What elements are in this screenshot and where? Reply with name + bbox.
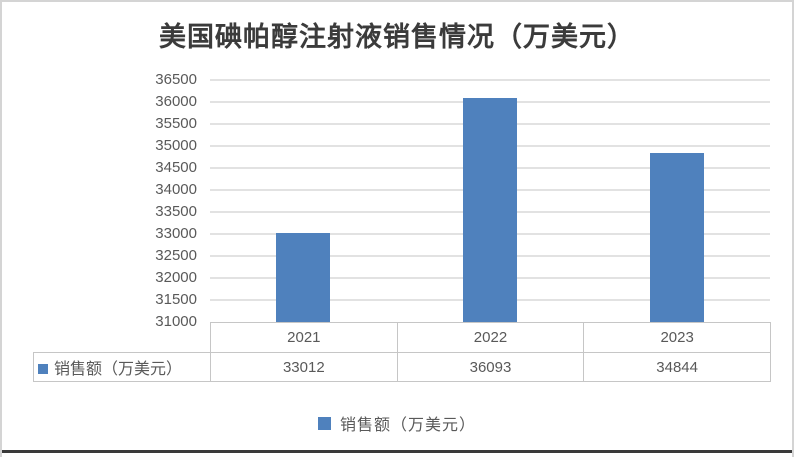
category-cell-2023: 2023	[583, 322, 771, 353]
y-axis-tick-label: 33000	[155, 225, 197, 242]
y-axis-tick-label: 33500	[155, 203, 197, 220]
y-axis-tick-label: 31000	[155, 313, 197, 330]
legend-label: 销售额（万美元）	[339, 417, 476, 434]
table-corner-cell	[34, 323, 211, 353]
gridline	[210, 79, 770, 81]
legend-key-swatch	[317, 416, 331, 430]
category-cell-2022: 2022	[396, 322, 585, 353]
category-cell-2021: 2021	[210, 322, 398, 353]
legend: 销售额（万美元）	[2, 411, 792, 435]
y-axis-tick-label: 36500	[155, 71, 197, 88]
bottom-border-line	[2, 450, 792, 453]
series-row-header-label: 销售额（万美元）	[54, 361, 183, 378]
y-axis-tick-label: 35000	[155, 137, 197, 154]
y-axis-tick-label: 32500	[155, 247, 197, 264]
bar-2023	[649, 152, 704, 322]
chart-title: 美国碘帕醇注射液销售情况（万美元）	[159, 22, 635, 52]
value-cell-2022: 36093	[396, 352, 585, 382]
y-axis-tick-label: 36000	[155, 93, 197, 110]
series-key-swatch	[38, 363, 48, 374]
y-axis-tick-label: 31500	[155, 291, 197, 308]
y-axis-tick-label: 32000	[155, 269, 197, 286]
value-cell-2021: 33012	[210, 352, 398, 382]
y-axis-tick-label: 35500	[155, 115, 197, 132]
value-cell-2023: 34844	[583, 352, 771, 382]
y-axis-tick-label: 34000	[155, 181, 197, 198]
chart-data-table: 2021 2022 2023 销售额（万美元） 33012 36093 34844	[33, 322, 771, 382]
bar-2022	[463, 97, 517, 322]
y-axis-tick-label: 34500	[155, 159, 197, 176]
series-row-header: 销售额（万美元）	[33, 352, 211, 382]
bar-2021	[276, 233, 331, 322]
